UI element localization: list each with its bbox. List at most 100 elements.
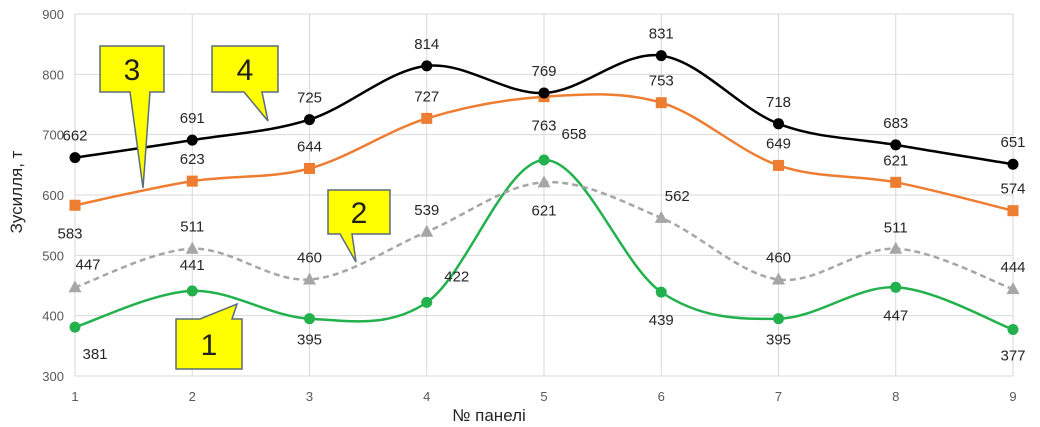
data-point — [1006, 282, 1020, 295]
data-point — [304, 162, 315, 174]
y-tick-label: 900 — [42, 7, 64, 22]
data-point — [69, 199, 81, 211]
data-label: 395 — [766, 332, 791, 349]
data-point — [68, 280, 82, 293]
data-label: 769 — [531, 63, 556, 80]
data-point — [889, 241, 903, 254]
data-point — [890, 139, 902, 151]
y-tick-label: 400 — [42, 309, 64, 324]
callout-box — [175, 302, 243, 370]
data-label: 422 — [444, 268, 469, 285]
data-point — [421, 296, 433, 308]
y-tick-label: 300 — [42, 369, 64, 384]
x-tick-label: 5 — [540, 389, 547, 404]
data-label: 623 — [180, 151, 205, 168]
data-point — [890, 281, 902, 293]
data-label: 831 — [649, 26, 674, 43]
callout-label: 1 — [201, 329, 218, 362]
data-point — [69, 152, 81, 164]
y-tick-labels: 300 400 500 600 700 800 900 — [42, 7, 64, 384]
callout-label: 3 — [124, 54, 141, 87]
callout-label: 2 — [351, 197, 368, 230]
data-label: 763 — [531, 118, 556, 135]
data-label: 727 — [414, 88, 439, 105]
data-label: 562 — [665, 188, 690, 205]
data-label: 621 — [883, 152, 908, 169]
data-point — [185, 241, 199, 254]
x-axis-title: № панелі — [452, 406, 526, 425]
data-label: 651 — [1000, 134, 1025, 151]
x-tick-labels: 1 2 3 4 5 6 7 8 9 — [71, 389, 1016, 404]
data-label: 658 — [561, 126, 586, 143]
series-markers — [68, 50, 1020, 336]
data-point — [1007, 158, 1019, 170]
data-label: 725 — [297, 90, 322, 107]
x-tick-label: 7 — [775, 389, 782, 404]
data-point — [186, 285, 198, 297]
y-axis-title: Зусилля, т — [7, 150, 26, 233]
data-point — [420, 224, 434, 237]
data-label: 583 — [57, 225, 82, 242]
data-point — [773, 159, 784, 171]
data-point — [186, 175, 198, 187]
y-tick-label: 700 — [42, 128, 64, 143]
data-point — [304, 313, 315, 325]
data-label: 691 — [180, 110, 205, 127]
data-point — [890, 176, 902, 188]
data-point — [421, 60, 433, 72]
x-tick-label: 1 — [71, 389, 78, 404]
data-point — [1007, 205, 1019, 217]
data-label: 460 — [297, 249, 322, 266]
data-point — [538, 154, 550, 166]
y-tick-label: 800 — [42, 67, 64, 82]
x-tick-label: 6 — [658, 389, 665, 404]
data-point — [772, 272, 785, 285]
data-label: 447 — [883, 307, 908, 324]
data-label: 444 — [1000, 259, 1025, 276]
data-label: 377 — [1000, 348, 1025, 365]
x-tick-label: 8 — [892, 389, 899, 404]
callout-series-2: 2 — [327, 189, 391, 263]
data-label: 460 — [766, 249, 791, 266]
data-label: 644 — [297, 138, 322, 155]
data-label: 511 — [884, 220, 908, 237]
data-point — [654, 210, 668, 223]
data-point — [421, 112, 433, 124]
data-point — [538, 87, 550, 99]
data-label: 441 — [180, 257, 205, 274]
data-point — [303, 272, 316, 285]
data-point — [186, 134, 198, 146]
data-label: 649 — [766, 135, 791, 152]
x-tick-label: 3 — [306, 389, 313, 404]
data-label: 447 — [75, 256, 100, 273]
data-label: 574 — [1000, 181, 1025, 198]
data-point — [655, 286, 667, 298]
callout-box — [211, 45, 279, 122]
data-point — [537, 175, 551, 188]
data-point — [69, 321, 81, 333]
x-tick-label: 9 — [1009, 389, 1016, 404]
data-label: 683 — [883, 115, 908, 132]
x-tick-label: 4 — [423, 389, 430, 404]
grid — [74, 13, 1014, 377]
callout-series-1: 1 — [175, 302, 243, 370]
data-point — [773, 313, 784, 325]
data-label: 381 — [82, 346, 107, 363]
data-label: 753 — [649, 73, 674, 90]
data-point — [304, 114, 315, 126]
data-point — [655, 97, 667, 109]
data-label: 439 — [649, 312, 674, 329]
data-point — [773, 118, 784, 130]
callout-series-3: 3 — [99, 45, 165, 189]
y-tick-label: 600 — [42, 188, 64, 203]
data-point — [655, 50, 667, 62]
callout-box — [99, 45, 165, 189]
data-label: 718 — [766, 94, 791, 111]
callout-series-4: 4 — [211, 45, 279, 122]
callout-box — [327, 189, 391, 263]
data-label: 662 — [62, 128, 87, 145]
y-tick-label: 500 — [42, 248, 64, 263]
callout-label: 4 — [237, 54, 254, 87]
